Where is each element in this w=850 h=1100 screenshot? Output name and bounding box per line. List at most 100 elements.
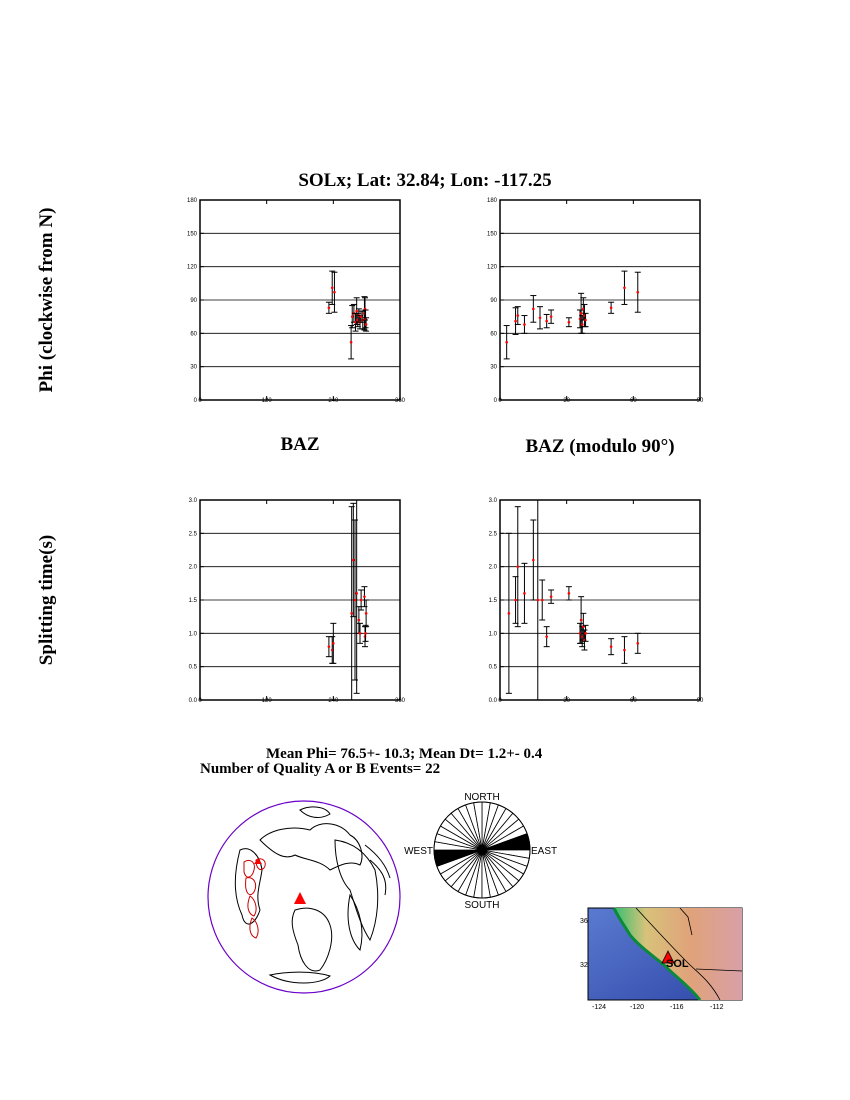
point-marker [609, 306, 613, 310]
point-marker [507, 612, 511, 615]
point-marker [609, 645, 613, 648]
point-marker [532, 558, 535, 562]
data-point [325, 636, 332, 658]
x-tick-label: 360 [395, 698, 406, 704]
point-marker [636, 642, 640, 645]
mean-summary: Mean Phi= 76.5+- 10.3; Mean Dt= 1.2+- 0.… [266, 746, 543, 762]
data-point [579, 315, 586, 334]
data-point [503, 325, 510, 360]
y-tick-label: 0 [494, 398, 498, 404]
data-point [358, 589, 365, 611]
regional-topography-map: SOL 36 32 -124 -120 -116 -112 [580, 907, 743, 1011]
station-marker [294, 892, 306, 904]
data-point [582, 624, 589, 642]
rose-label-north: NORTH [464, 792, 499, 803]
data-point [329, 636, 336, 664]
y-tick-label: 180 [187, 198, 198, 204]
point-marker [582, 625, 585, 628]
point-marker [364, 323, 368, 326]
point-marker [330, 286, 334, 290]
y-tick-label: 2.0 [489, 565, 498, 571]
plot-frame [199, 199, 401, 401]
x-tick-label: 90 [697, 398, 704, 404]
rose-outline [433, 801, 531, 899]
x-tick-label: 360 [395, 398, 406, 404]
data-point [521, 315, 528, 334]
rose-label-west: WEST [404, 846, 433, 857]
data-point [362, 624, 369, 642]
x-tick-label: 60 [630, 398, 637, 404]
rose-label-east: EAST [531, 846, 557, 857]
point-marker [358, 632, 362, 635]
data-point [565, 586, 572, 601]
y-tick-label: 150 [487, 231, 498, 237]
data-point [521, 562, 528, 624]
event-count-summary: Number of Quality A or B Events= 22 [200, 761, 441, 777]
point-marker [364, 612, 368, 615]
point-marker [352, 558, 355, 562]
point-marker [532, 307, 535, 311]
point-marker [505, 340, 508, 344]
point-marker [580, 323, 584, 326]
y-tick-label: 60 [490, 331, 497, 337]
point-marker [363, 595, 366, 598]
event-distribution-globe [207, 800, 401, 994]
phi-vs-baz-chart: 0 30 60 90 120 150 180 0 120 240 360 [187, 198, 406, 404]
data-point [331, 271, 338, 313]
point-marker [523, 323, 526, 326]
plot-frame [199, 499, 401, 701]
map-lat-tick: 36 [580, 918, 588, 925]
y-tick-label: 2.5 [189, 531, 198, 537]
point-marker [523, 592, 526, 595]
point-marker [332, 642, 335, 645]
x-tick-label: 90 [697, 698, 704, 704]
event-markers [243, 858, 266, 939]
point-marker [536, 598, 540, 602]
x-tick-label: 30 [563, 698, 570, 704]
dt-vs-baz-mod90-chart: 0.0 0.5 1.0 1.5 2.0 2.5 3.0 0 30 60 90 [489, 498, 704, 704]
x-tick-label: 120 [262, 398, 273, 404]
point-marker [545, 635, 548, 638]
point-marker [514, 319, 517, 323]
data-point [634, 271, 641, 313]
phi-axis-label: Phi (clockwise from N) [36, 207, 57, 393]
y-tick-label: 0.5 [489, 665, 498, 671]
data-point [582, 312, 589, 328]
data-point [363, 317, 370, 332]
data-point [578, 596, 585, 644]
point-marker [584, 318, 587, 322]
x-tick-label: 60 [630, 698, 637, 704]
data-point [363, 599, 370, 628]
point-marker [327, 306, 331, 310]
data-point [325, 301, 332, 314]
point-marker [350, 612, 353, 615]
x-tick-label: 0 [198, 698, 202, 704]
plot-frame [499, 499, 701, 701]
page-title: SOLx; Lat: 32.84; Lon: -117.25 [298, 170, 552, 191]
point-marker [567, 592, 571, 595]
point-marker [514, 598, 517, 602]
x-tick-label: 30 [563, 398, 570, 404]
phi-vs-baz-mod90-chart: 0 30 60 90 120 150 180 0 30 60 90 [487, 198, 704, 404]
data-point [537, 306, 543, 330]
data-point [349, 305, 356, 329]
point-marker [349, 340, 353, 344]
point-marker [516, 565, 520, 568]
plot-frame [499, 199, 701, 401]
map-station: SOL [661, 950, 689, 970]
y-tick-label: 60 [190, 331, 197, 337]
y-tick-label: 1.0 [489, 631, 498, 637]
globe-outline [207, 800, 401, 994]
y-tick-label: 0.0 [489, 698, 498, 704]
data-point [543, 313, 550, 329]
point-marker [350, 315, 354, 318]
data-point [353, 499, 360, 694]
point-marker [353, 598, 357, 602]
x-tick-label: 240 [328, 398, 339, 404]
data-point [514, 506, 521, 628]
point-marker [540, 598, 544, 602]
point-marker [545, 319, 548, 323]
map-lon-tick: -120 [630, 1004, 644, 1011]
map-lon-tick: -116 [670, 1004, 684, 1011]
point-marker [549, 315, 553, 318]
